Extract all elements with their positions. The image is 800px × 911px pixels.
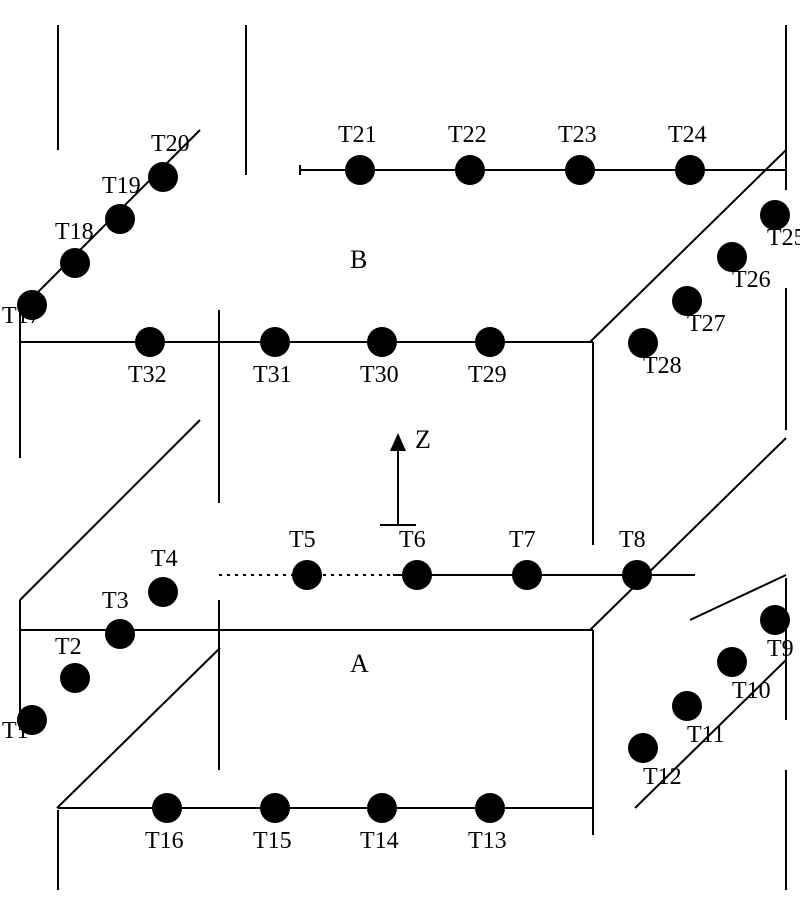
- node-label-t17: T17: [2, 303, 41, 329]
- node-t30: [367, 327, 397, 357]
- node-label-t7: T7: [509, 527, 536, 553]
- node-label-t5: T5: [289, 527, 316, 553]
- frame-line-15: [20, 420, 200, 600]
- node-t8: [622, 560, 652, 590]
- node-t32: [135, 327, 165, 357]
- node-label-t8: T8: [619, 527, 646, 553]
- node-label-t13: T13: [468, 828, 507, 854]
- node-label-t26: T26: [732, 267, 771, 293]
- node-t6: [402, 560, 432, 590]
- node-t4: [148, 577, 178, 607]
- node-label-t24: T24: [668, 122, 707, 148]
- z-axis-label: Z: [415, 425, 431, 454]
- region-label-a: A: [350, 649, 369, 678]
- node-label-t20: T20: [151, 131, 190, 157]
- node-t13: [475, 793, 505, 823]
- node-t24: [675, 155, 705, 185]
- node-t29: [475, 327, 505, 357]
- node-label-t19: T19: [102, 173, 141, 199]
- node-label-t3: T3: [102, 588, 129, 614]
- node-t31: [260, 327, 290, 357]
- node-t23: [565, 155, 595, 185]
- node-label-t11: T11: [687, 722, 725, 748]
- node-label-t14: T14: [360, 828, 399, 854]
- node-label-t22: T22: [448, 122, 487, 148]
- node-label-t31: T31: [253, 362, 292, 388]
- node-t11: [672, 691, 702, 721]
- node-label-t9: T9: [767, 636, 794, 662]
- node-label-t18: T18: [55, 219, 94, 245]
- node-label-t4: T4: [151, 546, 178, 572]
- node-label-t2: T2: [55, 634, 82, 660]
- node-t2: [60, 663, 90, 693]
- node-t10: [717, 647, 747, 677]
- node-label-t1: T1: [2, 718, 29, 744]
- node-label-t6: T6: [399, 527, 426, 553]
- node-label-t30: T30: [360, 362, 399, 388]
- node-label-t15: T15: [253, 828, 292, 854]
- node-label-t23: T23: [558, 122, 597, 148]
- node-t7: [512, 560, 542, 590]
- node-t3: [105, 619, 135, 649]
- z-axis-arrow: [390, 433, 406, 451]
- node-label-t29: T29: [468, 362, 507, 388]
- region-label-b: B: [350, 245, 367, 274]
- node-t21: [345, 155, 375, 185]
- node-t9: [760, 605, 790, 635]
- node-label-t12: T12: [643, 764, 682, 790]
- node-t19: [105, 204, 135, 234]
- node-label-t32: T32: [128, 362, 167, 388]
- node-t16: [152, 793, 182, 823]
- node-label-t25: T25: [767, 225, 800, 251]
- diagram-canvas: Z B A T1 T2 T3 T4 T5 T6 T7 T8 T9 T10 T11T12 T13 T14 T15 T…: [0, 0, 800, 911]
- node-t18: [60, 248, 90, 278]
- node-label-t10: T10: [732, 678, 771, 704]
- node-t22: [455, 155, 485, 185]
- node-t14: [367, 793, 397, 823]
- node-label-t28: T28: [643, 353, 682, 379]
- node-label-t21: T21: [338, 122, 377, 148]
- node-t12: [628, 733, 658, 763]
- node-t20: [148, 162, 178, 192]
- node-t5: [292, 560, 322, 590]
- node-label-t27: T27: [687, 311, 726, 337]
- node-label-t16: T16: [145, 828, 184, 854]
- node-t15: [260, 793, 290, 823]
